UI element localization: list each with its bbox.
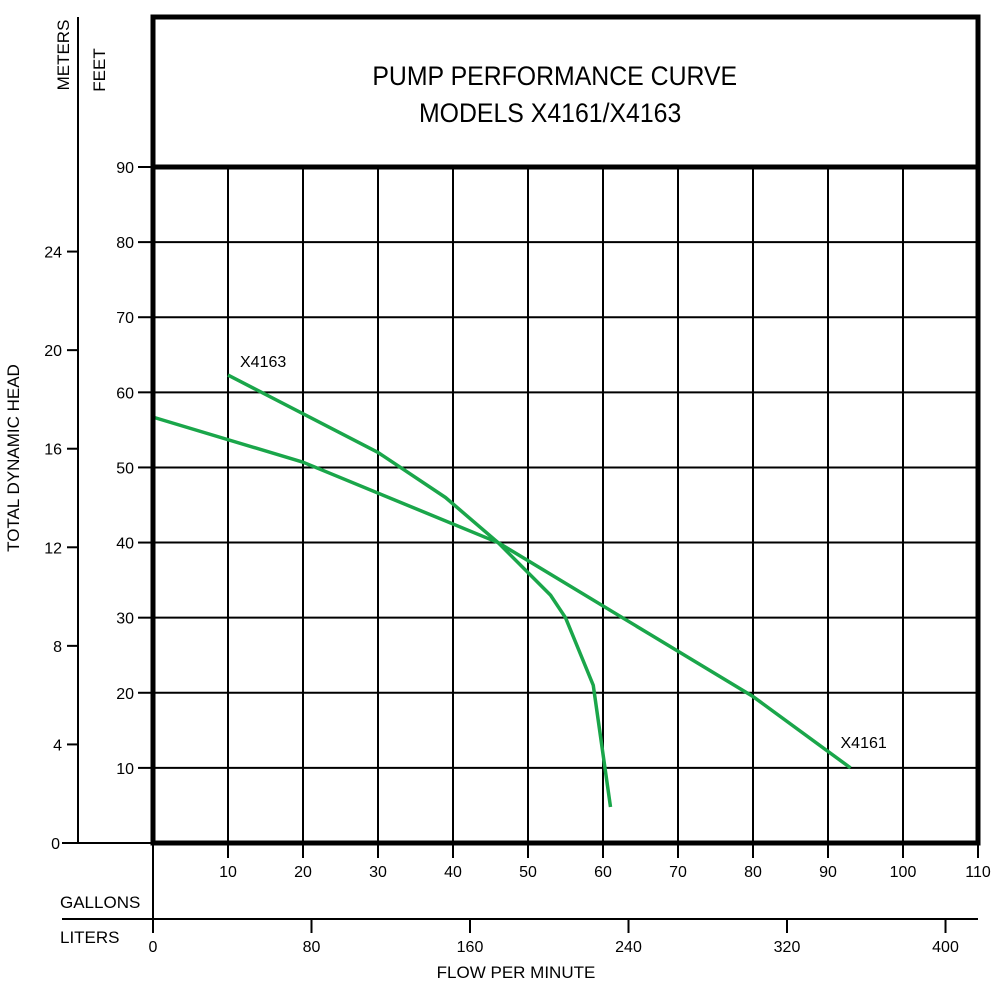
x-tick-label-gallons: 80 [744,864,762,881]
y-tick-label-meters: 0 [51,836,60,853]
curves: X4161 X4163 [152,354,887,808]
y-tick-label-feet: 70 [116,310,134,327]
y-units-feet: FEET [90,48,109,91]
x-tick-label-gallons: 70 [669,864,687,881]
x-tick-label-liters: 320 [774,939,801,956]
curve-label-x4161: X4161 [841,735,887,752]
y-tick-label-meters: 24 [44,245,62,262]
x-tick-label-liters: 80 [303,939,321,956]
x-tick-label-gallons: 40 [444,864,462,881]
y-tick-label-meters: 8 [53,639,62,656]
curve-x4163 [227,373,613,808]
y-tick-label-feet: 60 [116,385,134,402]
x-tick-label-liters: 240 [615,939,642,956]
x-units-liters: LITERS [60,928,120,947]
y-tick-label-feet: 40 [116,536,134,553]
y-axis-label: TOTAL DYNAMIC HEAD [4,364,23,552]
y-tick-label-meters: 4 [53,737,62,754]
y-tick-label-meters: 16 [44,442,62,459]
x-tick-label-liters: 160 [457,939,484,956]
y-tick-label-feet: 80 [116,235,134,252]
x-tick-label-gallons: 60 [594,864,612,881]
x-tick-label-liters: 0 [149,939,158,956]
y-tick-label-feet: 30 [116,611,134,628]
chart-subtitle: MODELS X4161/X4163 [419,99,681,128]
x-tick-label-gallons: 100 [890,864,917,881]
curve-label-x4163: X4163 [240,354,286,371]
chart-title: PUMP PERFORMANCE CURVE [372,62,737,91]
x-tick-label-gallons: 110 [965,864,991,881]
x-tick-label-gallons: 30 [369,864,387,881]
axes: 10 20 30 40 50 60 70 80 90 100 1101020304050607080… [44,17,991,956]
y-tick-label-feet: 90 [116,160,134,177]
y-tick-label-meters: 12 [44,540,62,557]
x-units-gallons: GALLONS [60,893,140,912]
x-tick-label-gallons: 50 [519,864,537,881]
y-tick-label-feet: 20 [116,686,134,703]
y-tick-label-meters: 20 [44,343,62,360]
y-units-meters: METERS [54,20,73,91]
y-tick-label-feet: 50 [116,460,134,477]
y-tick-label-feet: 10 [116,761,134,778]
chart-frame [150,14,981,846]
x-axis-label: FLOW PER MINUTE [437,963,596,982]
x-tick-label-gallons: 20 [294,864,312,881]
x-tick-label-gallons: 10 [219,864,237,881]
x-tick-label-liters: 400 [932,939,959,956]
curve-x4161 [152,415,852,770]
x-tick-label-gallons: 90 [819,864,837,881]
